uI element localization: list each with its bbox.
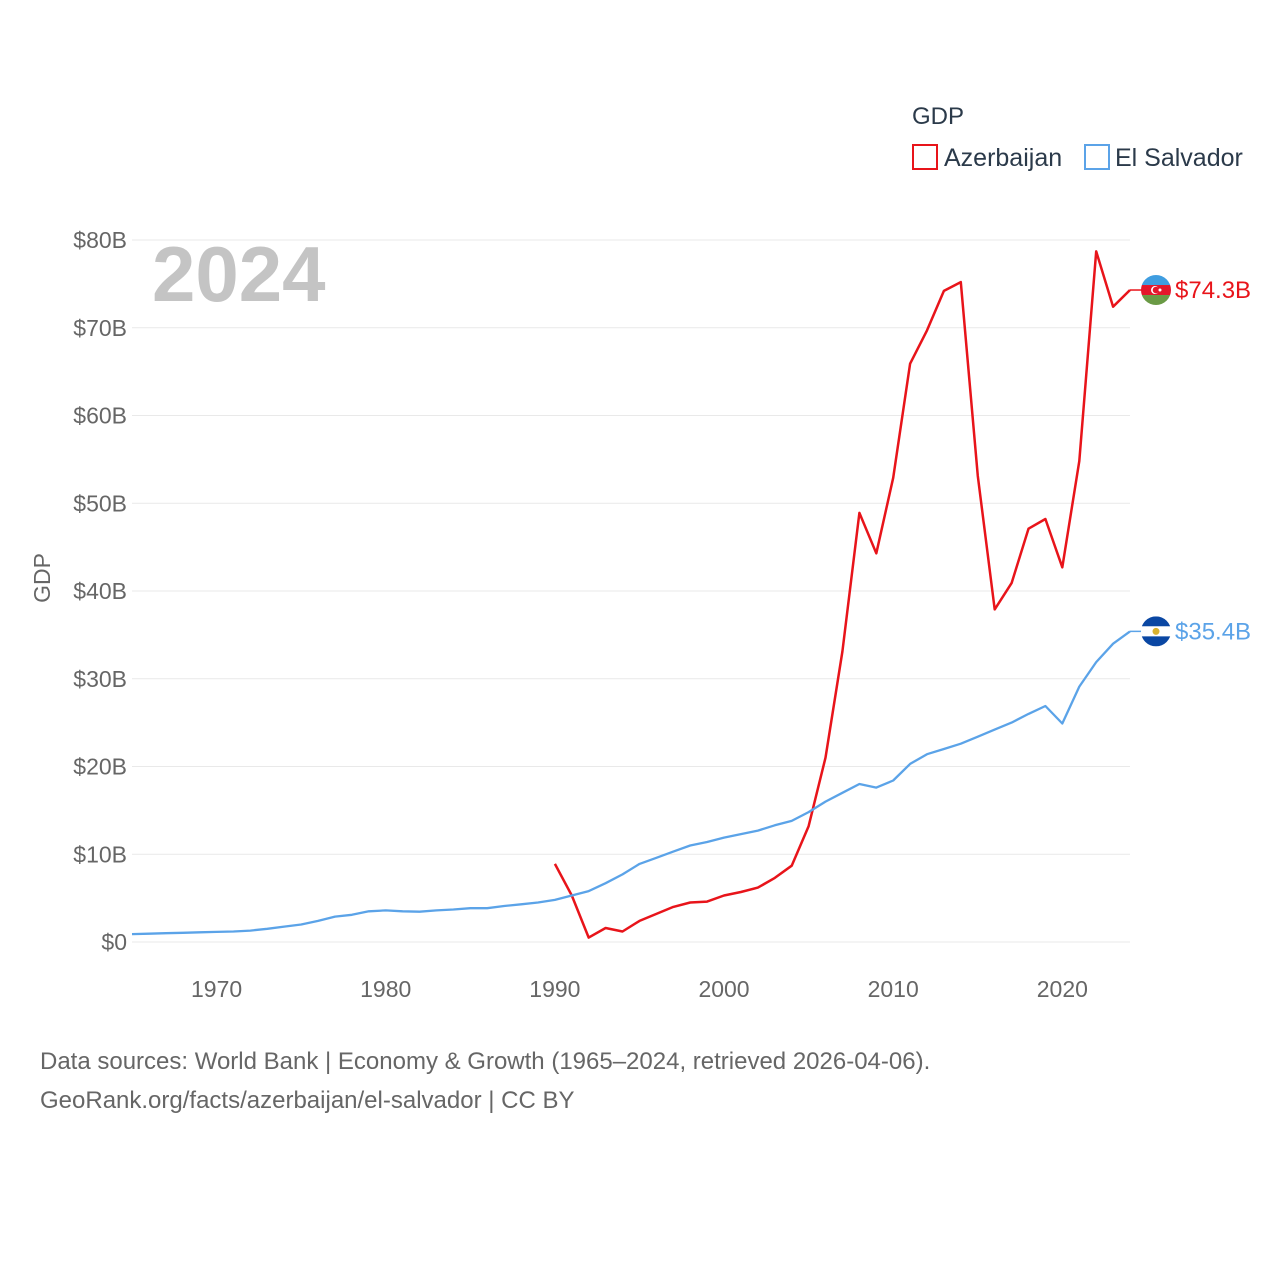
y-tick-label: $70B [73, 315, 127, 341]
series-lines [131, 250, 1131, 939]
y-tick-label: $50B [73, 490, 127, 516]
x-tick-label: 2020 [1037, 976, 1088, 1002]
series-line-el-salvador[interactable] [131, 630, 1131, 936]
azerbaijan-flag-icon [1141, 275, 1171, 306]
source-line-2: GeoRank.org/facts/azerbaijan/el-salvador… [40, 1087, 574, 1114]
grid-lines [132, 239, 1130, 943]
legend-title: GDP [912, 103, 964, 130]
source-line-1: Data sources: World Bank | Economy & Gro… [40, 1048, 930, 1075]
y-tick-label: $20B [73, 754, 127, 780]
y-tick-label: $10B [73, 841, 127, 867]
legend-swatch-azerbaijan [912, 144, 938, 170]
year-label: 2024 [152, 230, 326, 318]
x-tick-label: 1970 [191, 976, 242, 1002]
series-line-azerbaijan[interactable] [553, 250, 1131, 939]
legend-item-el-salvador[interactable]: El Salvador [1084, 144, 1243, 172]
y-axis-label: GDP [29, 553, 55, 603]
end-label-azerbaijan: $74.3B [1175, 277, 1251, 304]
legend: GDP Azerbaijan El Salvador [912, 103, 1243, 172]
y-tick-label: $0 [101, 929, 127, 955]
legend-label-azerbaijan: Azerbaijan [944, 144, 1062, 172]
y-tick-label: $80B [73, 227, 127, 253]
el-salvador-flag-icon [1141, 616, 1171, 647]
y-tick-label: $60B [73, 403, 127, 429]
y-tick-label: $40B [73, 578, 127, 604]
x-tick-label: 1980 [360, 976, 411, 1002]
series-end-labels: $74.3B $35.4B [1130, 275, 1251, 647]
x-tick-label: 2010 [868, 976, 919, 1002]
legend-swatch-el-salvador [1084, 144, 1110, 170]
end-label-el-salvador: $35.4B [1175, 618, 1251, 645]
y-axis-ticks: $0 $10B $20B $30B $40B $50B $60B $70B $80B [73, 227, 127, 955]
y-tick-label: $30B [73, 666, 127, 692]
x-tick-label: 1990 [529, 976, 580, 1002]
x-axis-ticks: 1970 1980 1990 2000 2010 2020 [191, 976, 1088, 1002]
legend-item-azerbaijan[interactable]: Azerbaijan [912, 144, 1062, 172]
legend-label-el-salvador: El Salvador [1115, 144, 1243, 172]
x-tick-label: 2000 [698, 976, 749, 1002]
